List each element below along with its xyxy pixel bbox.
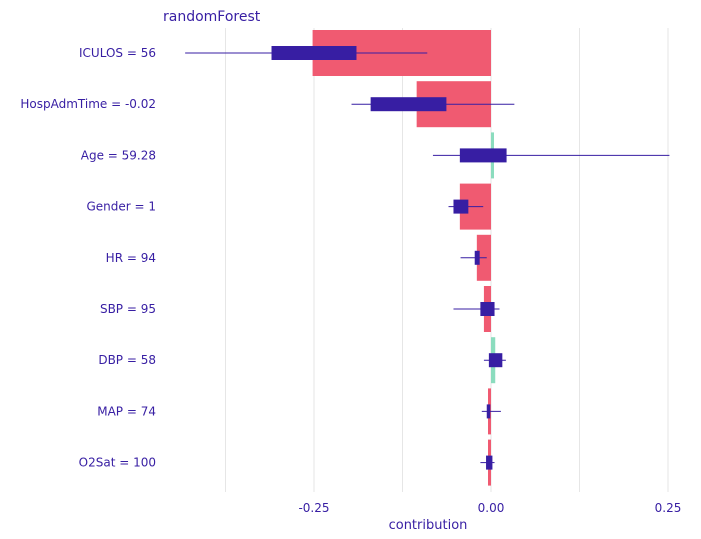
y-tick-label: O2Sat = 100 [79, 456, 156, 470]
x-tick-label: 0.25 [655, 501, 682, 515]
y-tick-label: ICULOS = 56 [79, 46, 156, 60]
x-tick-label: -0.25 [298, 501, 329, 515]
x-tick-label: 0.00 [478, 501, 505, 515]
x-axis-label: contribution [389, 518, 468, 533]
chart-title: randomForest [163, 9, 261, 25]
iqr-box [480, 302, 495, 316]
iqr-box [474, 250, 480, 265]
y-tick-label: MAP = 74 [97, 404, 156, 418]
iqr-box [453, 199, 469, 214]
y-tick-label: Gender = 1 [86, 200, 156, 214]
iqr-box [486, 404, 491, 419]
iqr-box [459, 148, 507, 163]
y-tick-label: SBP = 95 [100, 302, 156, 316]
y-tick-label: HR = 94 [106, 251, 156, 265]
y-tick-label: Age = 59.28 [81, 148, 156, 162]
iqr-box [486, 455, 493, 470]
y-tick-label: HospAdmTime = -0.02 [20, 97, 156, 111]
boxplots [185, 46, 670, 470]
iqr-box [488, 353, 503, 368]
y-tick-label: DBP = 58 [98, 353, 156, 367]
iqr-box [271, 46, 357, 60]
x-tick-labels: -0.25 0.00 0.25 [298, 501, 681, 515]
iqr-box [370, 97, 447, 112]
y-tick-labels: ICULOS = 56 HospAdmTime = -0.02 Age = 59.2… [20, 46, 156, 470]
